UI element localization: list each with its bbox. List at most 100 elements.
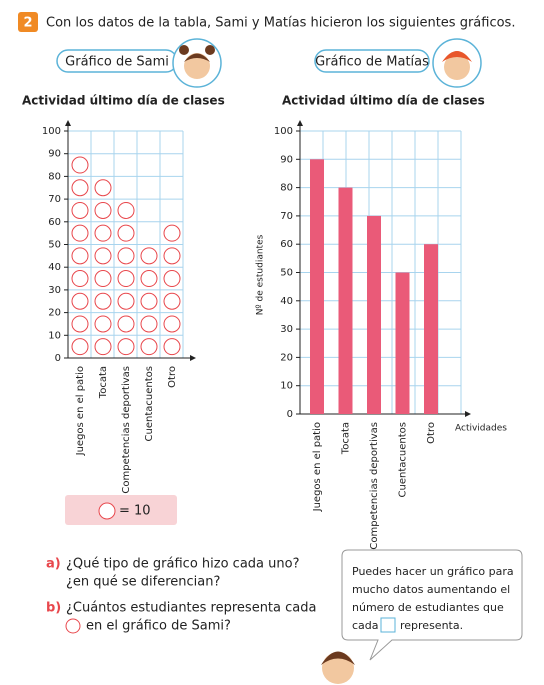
bar (424, 244, 438, 414)
y-tick-label: 60 (48, 217, 61, 228)
arrow (190, 355, 196, 361)
pictograph-circle (94, 292, 112, 310)
y-tick-label: 70 (280, 211, 293, 222)
pictograph-circle (163, 224, 181, 242)
y-tick-label: 40 (280, 296, 293, 307)
pictograph-circle (71, 156, 89, 174)
tag (314, 49, 430, 73)
y-axis-label: Nº de estudiantes (256, 234, 266, 315)
x-tick-label: Competencias deportivas (121, 366, 132, 494)
pictograph-circle (117, 201, 135, 219)
y-tick-label: 50 (280, 268, 293, 279)
y-tick-label: 30 (48, 285, 61, 296)
pictograph-circle (94, 201, 112, 219)
y-tick-label: 20 (280, 352, 293, 363)
y-tick-label: 20 (48, 308, 61, 319)
y-tick-label: 10 (280, 381, 293, 392)
bubble-line: Puedes hacer un gráfico para (352, 565, 514, 578)
pictograph-circle (117, 338, 135, 356)
question-line: en el gráfico de Sami? (86, 619, 231, 634)
y-tick-label: 0 (55, 353, 61, 364)
y-tick-label: 0 (287, 409, 293, 420)
pictograph-circle (94, 247, 112, 265)
pictograph-circle (94, 315, 112, 333)
x-tick-label: Otro (167, 366, 178, 388)
x-tick-label: Tocata (98, 366, 109, 399)
tag-text: Gráfico de Matías (315, 55, 429, 70)
y-tick-label: 90 (48, 149, 61, 160)
x-tick-label: Otro (426, 422, 437, 444)
bar (310, 159, 324, 414)
pictograph-circle (94, 270, 112, 288)
y-tick-label: 60 (280, 239, 293, 250)
question-line: ¿Qué tipo de gráfico hizo cada uno? (66, 557, 299, 572)
tag-text: Gráfico de Sami (65, 55, 169, 70)
pictograph-circle (94, 179, 112, 197)
x-tick-label: Cuentacuentos (398, 422, 409, 497)
boy-hair (321, 651, 355, 665)
avatar-face (444, 54, 470, 80)
bubble-line: número de estudiantes que (352, 601, 504, 614)
exercise-number: 2 (23, 16, 32, 31)
instruction: Con los datos de la tabla, Sami y Matías… (46, 16, 515, 31)
arrow (297, 120, 303, 126)
pictograph-circle (117, 315, 135, 333)
pictograph-circle (117, 292, 135, 310)
arrow (65, 120, 71, 126)
x-tick-label: Juegos en el patio (75, 366, 86, 456)
pictograph-circle (71, 201, 89, 219)
y-tick-label: 100 (274, 126, 293, 137)
bubble-line: representa. (400, 619, 463, 632)
chart-title: Actividad último día de clases (282, 94, 485, 108)
avatar-hair (184, 53, 210, 62)
pictograph-circle (71, 338, 89, 356)
question-line: ¿en qué se diferencian? (66, 575, 220, 590)
circle-icon (65, 618, 81, 634)
bar (367, 215, 381, 414)
pictograph-circle (140, 247, 158, 265)
chart-title: Actividad último día de clases (22, 94, 225, 108)
key-label: = 10 (119, 504, 151, 519)
pictograph-circle (163, 338, 181, 356)
avatar-face (184, 53, 210, 79)
key-box (65, 495, 177, 525)
x-tick-label: Cuentacuentos (144, 366, 155, 441)
pictograph-circle (140, 338, 158, 356)
y-tick-label: 30 (280, 324, 293, 335)
pictograph-circle (140, 270, 158, 288)
pictograph-circle (140, 315, 158, 333)
y-tick-label: 80 (280, 183, 293, 194)
pictograph-circle (163, 292, 181, 310)
bar (395, 272, 410, 414)
y-tick-label: 50 (48, 240, 61, 251)
square-icon (380, 617, 396, 633)
bar (338, 187, 353, 414)
pictograph-circle (117, 247, 135, 265)
y-tick-label: 70 (48, 194, 61, 205)
bubble-line: cada (352, 619, 379, 632)
key-circle (98, 502, 116, 520)
pictograph-circle (71, 179, 89, 197)
y-tick-label: 10 (48, 330, 61, 341)
y-tick-label: 80 (48, 171, 61, 182)
pictograph-circle (163, 247, 181, 265)
arrow (465, 411, 471, 417)
pictograph-circle (117, 270, 135, 288)
avatar-hair (442, 51, 472, 62)
question-label: a) (46, 557, 61, 572)
y-tick-label: 40 (48, 262, 61, 273)
bubble-line: mucho datos aumentando el (352, 583, 510, 596)
x-axis-label: Actividades (455, 424, 507, 434)
y-tick-label: 90 (280, 154, 293, 165)
x-tick-label: Tocata (341, 422, 352, 455)
pictograph-circle (163, 270, 181, 288)
y-tick-label: 100 (42, 126, 61, 137)
question-line: ¿Cuántos estudiantes representa cada (66, 601, 316, 616)
pictograph-circle (94, 338, 112, 356)
pictograph-circle (71, 270, 89, 288)
pictograph-circle (117, 224, 135, 242)
pictograph-circle (71, 292, 89, 310)
pictograph-circle (71, 315, 89, 333)
avatar-bun (179, 45, 189, 55)
